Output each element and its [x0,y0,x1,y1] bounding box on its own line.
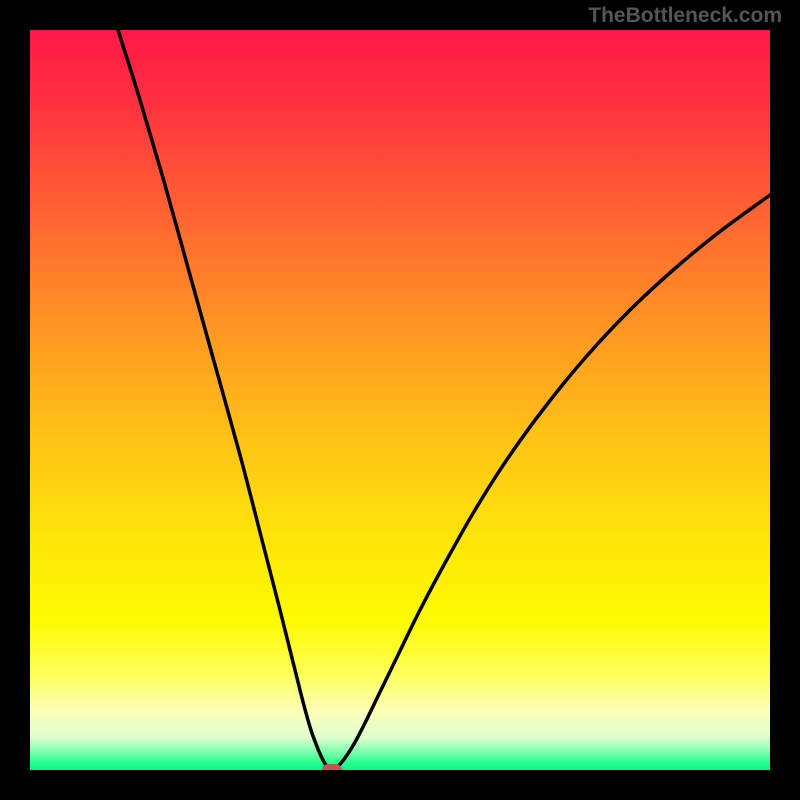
watermark-text: TheBottleneck.com [588,4,782,28]
chart-container: TheBottleneck.com [0,0,800,800]
plot-area [30,30,770,770]
bottleneck-curve [30,30,770,770]
optimum-marker [322,764,342,770]
